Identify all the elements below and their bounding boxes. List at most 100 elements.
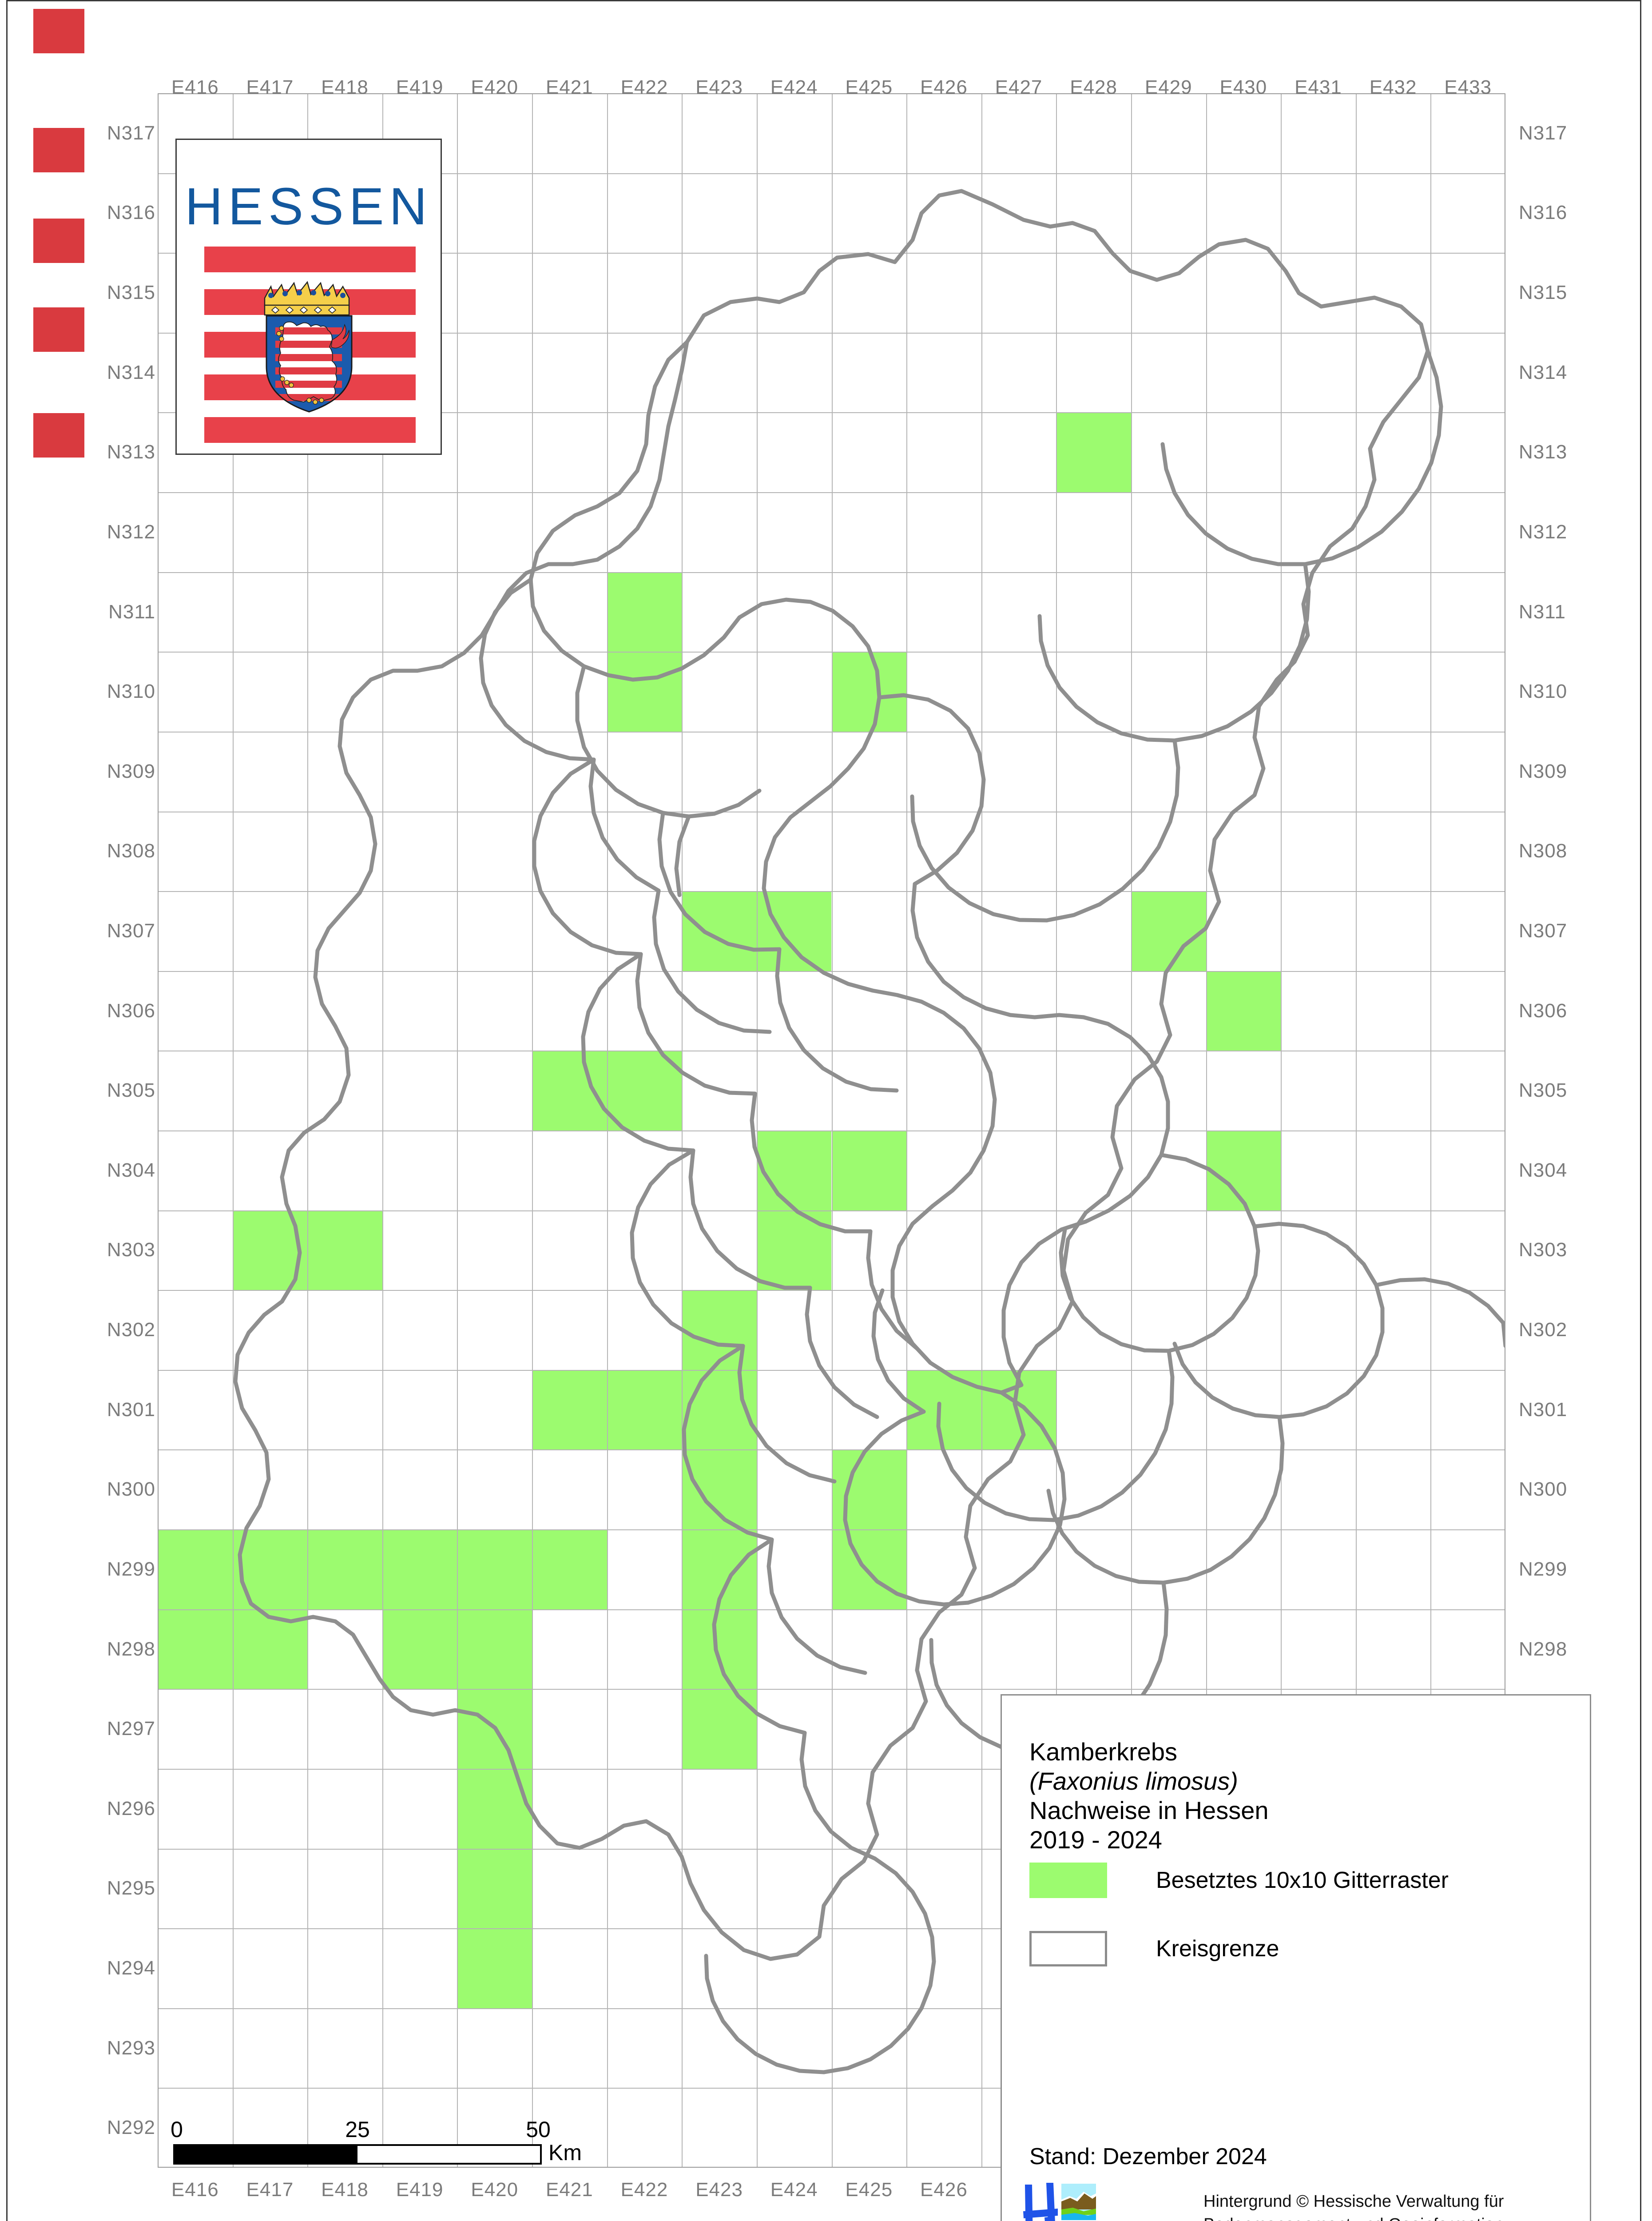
axis-label-top: E420 <box>471 76 519 98</box>
grid-line-vertical <box>1131 93 1132 2168</box>
axis-label-bottom: E419 <box>396 2179 444 2201</box>
grid-line-vertical <box>457 93 458 2168</box>
axis-label-right: N307 <box>1519 919 1568 942</box>
occupied-grid-cell[interactable] <box>382 1529 457 1609</box>
occupied-grid-cell[interactable] <box>158 1609 233 1689</box>
occupied-grid-cell[interactable] <box>1056 412 1131 493</box>
occupied-grid-cell[interactable] <box>457 1529 532 1609</box>
legend-title-block: Kamberkrebs (Faxonius limosus) Nachweise… <box>1029 1737 1268 1855</box>
axis-label-right: N301 <box>1519 1398 1568 1421</box>
axis-label-top: E428 <box>1070 76 1118 98</box>
axis-label-bottom: E420 <box>471 2179 519 2201</box>
axis-label-right: N302 <box>1519 1319 1568 1341</box>
occupied-grid-cell[interactable] <box>607 572 682 652</box>
axis-label-left: N308 <box>107 840 155 862</box>
axis-label-top: E419 <box>396 76 444 98</box>
occupied-grid-cell[interactable] <box>1206 971 1281 1051</box>
legend-swatch-occupied-grid <box>1029 1863 1107 1898</box>
axis-label-top: E417 <box>246 76 294 98</box>
axis-label-right: N317 <box>1519 122 1568 144</box>
scale-tick-25: 25 <box>345 2117 370 2142</box>
grid-line-vertical <box>756 93 758 2168</box>
legend-swatch-kreisgrenze <box>1029 1931 1107 1966</box>
scale-bar-graphic <box>173 2144 542 2165</box>
grid-line-vertical <box>1281 93 1282 2168</box>
axis-label-top: E425 <box>845 76 893 98</box>
occupied-grid-cell[interactable] <box>831 1529 907 1609</box>
axis-label-top: E427 <box>995 76 1043 98</box>
hessen-logo: HESSEN <box>175 139 442 455</box>
scale-tick-50: 50 <box>526 2117 551 2142</box>
occupied-grid-cell[interactable] <box>607 1051 682 1130</box>
legend-title-period: 2019 - 2024 <box>1029 1826 1162 1854</box>
grid-line-vertical <box>1206 93 1207 2168</box>
legend-row-occupied: Besetztes 10x10 Gitterraster <box>1029 1863 1449 1898</box>
flag-stripe <box>204 417 416 443</box>
axis-label-right: N316 <box>1519 202 1568 224</box>
occupied-grid-cell[interactable] <box>607 652 682 732</box>
axis-label-bottom: E421 <box>545 2179 593 2201</box>
axis-label-bottom: E425 <box>845 2179 893 2201</box>
grid-line-vertical <box>382 93 383 2168</box>
axis-label-top: E429 <box>1144 76 1192 98</box>
axis-label-left: N310 <box>107 681 155 703</box>
axis-label-left: N315 <box>107 282 155 304</box>
occupied-grid-cell[interactable] <box>756 1130 832 1210</box>
occupied-grid-cell[interactable] <box>1131 891 1206 971</box>
axis-label-top: E426 <box>920 76 968 98</box>
occupied-grid-cell[interactable] <box>532 1529 607 1609</box>
occupied-grid-cell[interactable] <box>232 1529 308 1609</box>
axis-label-left: N299 <box>107 1558 155 1580</box>
axis-label-right: N306 <box>1519 999 1568 1022</box>
occupied-grid-cell[interactable] <box>457 1609 532 1689</box>
axis-label-bottom: E418 <box>321 2179 369 2201</box>
occupied-grid-cell[interactable] <box>457 1848 532 1929</box>
axis-label-right: N313 <box>1519 441 1568 463</box>
occupied-grid-cell[interactable] <box>158 1529 233 1609</box>
occupied-grid-cell[interactable] <box>607 1369 682 1450</box>
occupied-grid-cell[interactable] <box>382 1609 457 1689</box>
legend-stand-date: Stand: Dezember 2024 <box>1029 2144 1267 2169</box>
axis-label-top: E422 <box>620 76 668 98</box>
axis-label-left: N293 <box>107 2037 155 2059</box>
grid-line-vertical <box>1430 93 1432 2168</box>
axis-label-top: E432 <box>1369 76 1417 98</box>
grid-line-vertical <box>607 93 608 2168</box>
flag-stripe <box>204 247 416 272</box>
occupied-grid-cell[interactable] <box>1206 1130 1281 1210</box>
occupied-grid-cell[interactable] <box>682 891 757 971</box>
scale-tick-0: 0 <box>171 2117 183 2142</box>
occupied-grid-cell[interactable] <box>307 1210 382 1290</box>
axis-label-right: N314 <box>1519 361 1568 383</box>
edge-flag-stripe <box>33 128 84 172</box>
edge-flag-stripe <box>33 219 84 263</box>
hlnug-logo-icon: NUG Für eine lebenswerte Zukunft <box>1023 2183 1096 2221</box>
axis-label-top: E424 <box>770 76 818 98</box>
axis-label-left: N313 <box>107 441 155 463</box>
occupied-grid-cell[interactable] <box>831 1130 907 1210</box>
occupied-grid-cell[interactable] <box>307 1529 382 1609</box>
axis-label-left: N307 <box>107 919 155 942</box>
legend-title-subtitle: Nachweise in Hessen <box>1029 1796 1269 1824</box>
edge-flag-stripe <box>33 9 84 53</box>
occupied-grid-cell[interactable] <box>682 1290 757 1370</box>
occupied-grid-cell[interactable] <box>532 1369 607 1450</box>
axis-label-right: N304 <box>1519 1159 1568 1181</box>
grid-line-vertical <box>831 93 833 2168</box>
axis-label-right: N300 <box>1519 1478 1568 1501</box>
credit-background-line2: Bodenmanagement und Geoinformation <box>1203 2213 1530 2221</box>
grid-line-vertical <box>682 93 683 2168</box>
occupied-grid-cell[interactable] <box>831 652 907 732</box>
occupied-grid-cell[interactable] <box>682 1609 757 1689</box>
axis-label-bottom: E426 <box>920 2179 968 2201</box>
axis-label-top: E431 <box>1295 76 1342 98</box>
legend-row-kreisgrenze: Kreisgrenze <box>1029 1931 1279 1966</box>
axis-label-top: E430 <box>1219 76 1267 98</box>
axis-label-right: N303 <box>1519 1239 1568 1261</box>
axis-label-left: N300 <box>107 1478 155 1501</box>
map-legend: Kamberkrebs (Faxonius limosus) Nachweise… <box>1001 1694 1591 2221</box>
axis-label-left: N311 <box>108 601 155 623</box>
axis-label-top: E433 <box>1444 76 1492 98</box>
occupied-grid-cell[interactable] <box>457 1928 532 2008</box>
axis-label-left: N304 <box>107 1159 155 1181</box>
